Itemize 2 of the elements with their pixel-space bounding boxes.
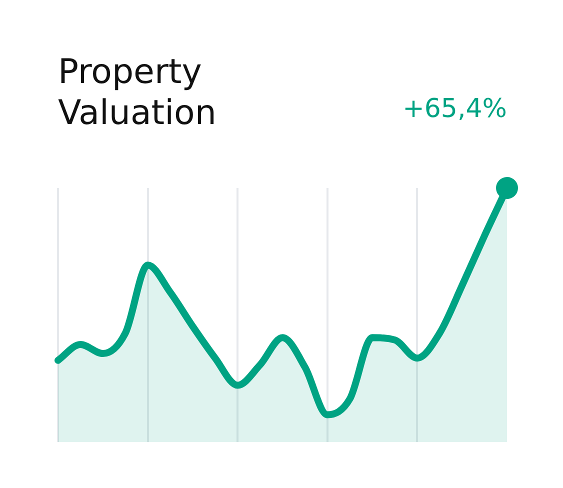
text: +65,4% [402,94,507,124]
chart-title: Property Valuation [58,52,218,134]
